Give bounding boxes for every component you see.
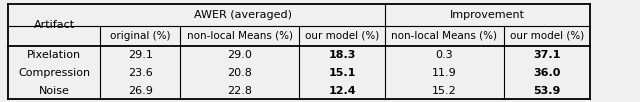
Text: Artifact: Artifact: [33, 20, 75, 30]
Text: non-local Means (%): non-local Means (%): [187, 31, 292, 41]
Text: 53.9: 53.9: [533, 85, 561, 96]
Text: 37.1: 37.1: [533, 50, 561, 60]
Text: 36.0: 36.0: [533, 68, 561, 78]
Text: 20.8: 20.8: [227, 68, 252, 78]
Text: Compression: Compression: [18, 68, 90, 78]
Text: AWER (averaged): AWER (averaged): [194, 10, 292, 20]
Text: original (%): original (%): [110, 31, 171, 41]
Text: our model (%): our model (%): [305, 31, 380, 41]
Text: 0.3: 0.3: [436, 50, 453, 60]
Text: our model (%): our model (%): [509, 31, 584, 41]
Text: 15.1: 15.1: [328, 68, 356, 78]
Text: non-local Means (%): non-local Means (%): [392, 31, 497, 41]
Text: 22.8: 22.8: [227, 85, 252, 96]
Text: Improvement: Improvement: [450, 10, 525, 20]
Text: 29.0: 29.0: [227, 50, 252, 60]
Text: 18.3: 18.3: [328, 50, 356, 60]
Text: 12.4: 12.4: [328, 85, 356, 96]
Text: 26.9: 26.9: [128, 85, 153, 96]
Text: Noise: Noise: [38, 85, 70, 96]
Text: 11.9: 11.9: [432, 68, 457, 78]
Text: 23.6: 23.6: [128, 68, 153, 78]
Text: 15.2: 15.2: [432, 85, 457, 96]
Text: 29.1: 29.1: [128, 50, 153, 60]
Text: Pixelation: Pixelation: [27, 50, 81, 60]
